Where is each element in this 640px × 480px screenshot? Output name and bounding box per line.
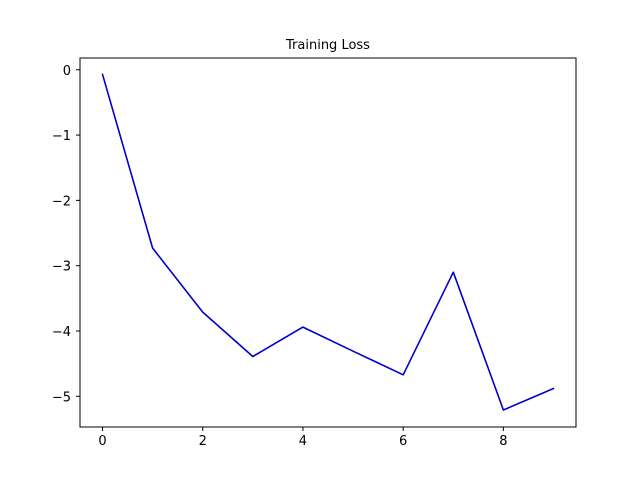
data-point (503, 409, 505, 411)
data-point (152, 247, 154, 249)
x-tick-label: 8 (499, 434, 507, 449)
y-tick-label: −3 (52, 260, 71, 275)
data-point (352, 350, 354, 352)
data-point (302, 326, 304, 328)
series-line-0 (101, 73, 555, 411)
data-point (453, 271, 455, 273)
data-point (102, 74, 104, 76)
x-axis: 0 2 4 6 8 (98, 427, 507, 449)
x-tick-label: 2 (199, 434, 207, 449)
y-tick-label: −1 (52, 129, 71, 144)
series-layer (101, 73, 555, 411)
y-tick-label: −2 (52, 194, 71, 209)
y-tick-label: −4 (52, 325, 71, 340)
data-point (553, 388, 555, 390)
x-tick-label: 4 (299, 434, 307, 449)
y-tick-label: 0 (63, 64, 71, 79)
x-tick-label: 6 (399, 434, 407, 449)
chart-title: Training Loss (285, 38, 370, 53)
y-tick-label: −5 (52, 390, 71, 405)
plot-area-frame (79, 57, 577, 428)
x-tick-label: 0 (98, 434, 106, 449)
data-point (402, 374, 404, 376)
y-axis: 0 −1 −2 −3 −4 −5 (52, 64, 80, 405)
data-point (202, 311, 204, 313)
data-point (252, 356, 254, 358)
